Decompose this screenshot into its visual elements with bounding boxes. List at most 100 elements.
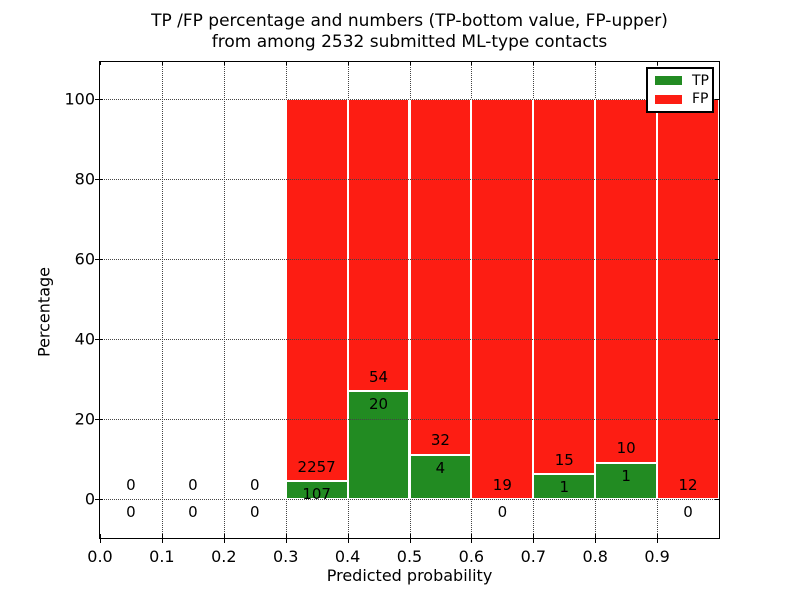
fp-bar-segment [471,99,534,500]
fp-count-annotation: 15 [554,450,574,469]
x-tick [285,61,287,65]
tp-bar-segment [595,462,658,500]
x-tick [533,534,535,543]
fp-count-annotation: 0 [126,475,136,494]
y-tick [715,99,719,101]
x-tick-label: 0.0 [87,547,113,566]
x-tick-label: 0.7 [520,547,547,566]
y-tick [95,499,103,501]
x-tick-label: 0.5 [396,547,423,566]
y-tick-label: 60 [74,249,95,269]
horizontal-gridline [100,99,719,101]
x-tick [409,61,411,65]
fp-count-annotation: 32 [430,431,450,450]
x-tick-label: 0.3 [272,547,299,566]
tp-count-annotation: 107 [302,485,331,504]
tp-count-annotation: 0 [683,503,693,522]
vertical-gridline [161,62,163,538]
x-tick [657,534,659,543]
tp-count-annotation: 0 [188,503,198,522]
x-tick [161,534,163,543]
fp-bar-segment [595,99,658,463]
y-tick [715,419,719,421]
legend-row-tp: TP [655,74,712,88]
plot-area: 0 0 0 0 0 0 2257 107 54 20 32 4 19 0 15 1 10 1 12 0 [99,61,720,539]
tp-legend-swatch [655,76,682,86]
x-tick [657,61,659,65]
horizontal-gridline [100,339,719,341]
y-tick [95,99,103,101]
x-tick-label: 0.8 [582,547,608,566]
x-tick [223,61,225,65]
y-tick [715,339,719,341]
x-tick-label: 0.6 [458,547,485,566]
y-tick [715,499,719,501]
x-tick [595,61,597,65]
tp-legend-label: TP [692,72,709,89]
x-tick [347,61,349,65]
horizontal-gridline [100,419,719,421]
y-tick [95,259,103,261]
x-tick [223,534,225,543]
fp-count-annotation: 0 [249,475,260,494]
fp-count-annotation: 19 [492,475,512,494]
y-tick-label: 100 [64,89,95,109]
x-tick-label: 0.4 [334,547,361,566]
x-tick-label: 0.9 [644,547,670,566]
tp-count-annotation: 0 [497,503,508,522]
x-tick-label: 0.2 [211,547,237,566]
x-tick [533,61,535,65]
tp-count-annotation: 1 [621,466,631,485]
fp-bar-segment [533,99,596,475]
tp-count-annotation: 4 [435,458,446,477]
fp-count-annotation: 0 [188,475,198,494]
x-tick [100,534,101,543]
x-tick [595,534,597,543]
x-tick [161,61,163,65]
x-tick [285,534,287,543]
y-tick [95,179,103,181]
chart-title: TP /FP percentage and numbers (TP-bottom… [99,11,720,53]
y-tick-label: 0 [84,489,95,509]
y-tick-label: 20 [74,409,95,429]
x-tick [100,61,101,65]
vertical-gridline [223,62,225,538]
tp-count-annotation: 1 [559,478,570,497]
y-tick [715,259,719,261]
tp-bar-segment [409,454,472,500]
fp-legend-swatch [655,94,682,104]
fp-bar-segment [347,99,410,392]
fp-count-annotation: 12 [678,475,698,494]
x-tick [409,534,411,543]
x-axis-label: Predicted probability [326,566,493,585]
horizontal-gridline [100,259,719,261]
legend-row-fp: FP [655,92,712,106]
legend: TP FP [646,67,714,113]
horizontal-gridline [100,179,719,181]
y-tick-label: 80 [74,169,95,189]
x-tick [471,534,473,543]
tp-bar-segment [285,481,348,500]
fp-bar-segment [657,99,719,500]
chart-title-line1: TP /FP percentage and numbers (TP-bottom… [151,11,668,31]
tp-count-annotation: 0 [126,503,136,522]
horizontal-gridline [100,499,719,501]
tp-count-annotation: 20 [369,395,389,414]
fp-legend-label: FP [692,91,709,108]
tp-bar-segment [347,391,410,500]
fp-count-annotation: 10 [616,439,636,458]
tp-count-annotation: 0 [249,503,260,522]
y-tick [95,419,103,421]
x-tick [471,61,473,65]
tp-bar-segment [533,474,596,500]
x-tick [347,534,349,543]
chart-title-line2: from among 2532 submitted ML-type contac… [211,32,608,52]
y-tick [715,179,719,181]
y-tick-label: 40 [74,329,95,349]
x-tick-label: 0.1 [149,547,175,566]
fp-bar-segment [285,99,348,482]
y-tick [95,339,103,341]
fp-bar-segment [409,99,472,455]
fp-count-annotation: 2257 [297,457,336,476]
